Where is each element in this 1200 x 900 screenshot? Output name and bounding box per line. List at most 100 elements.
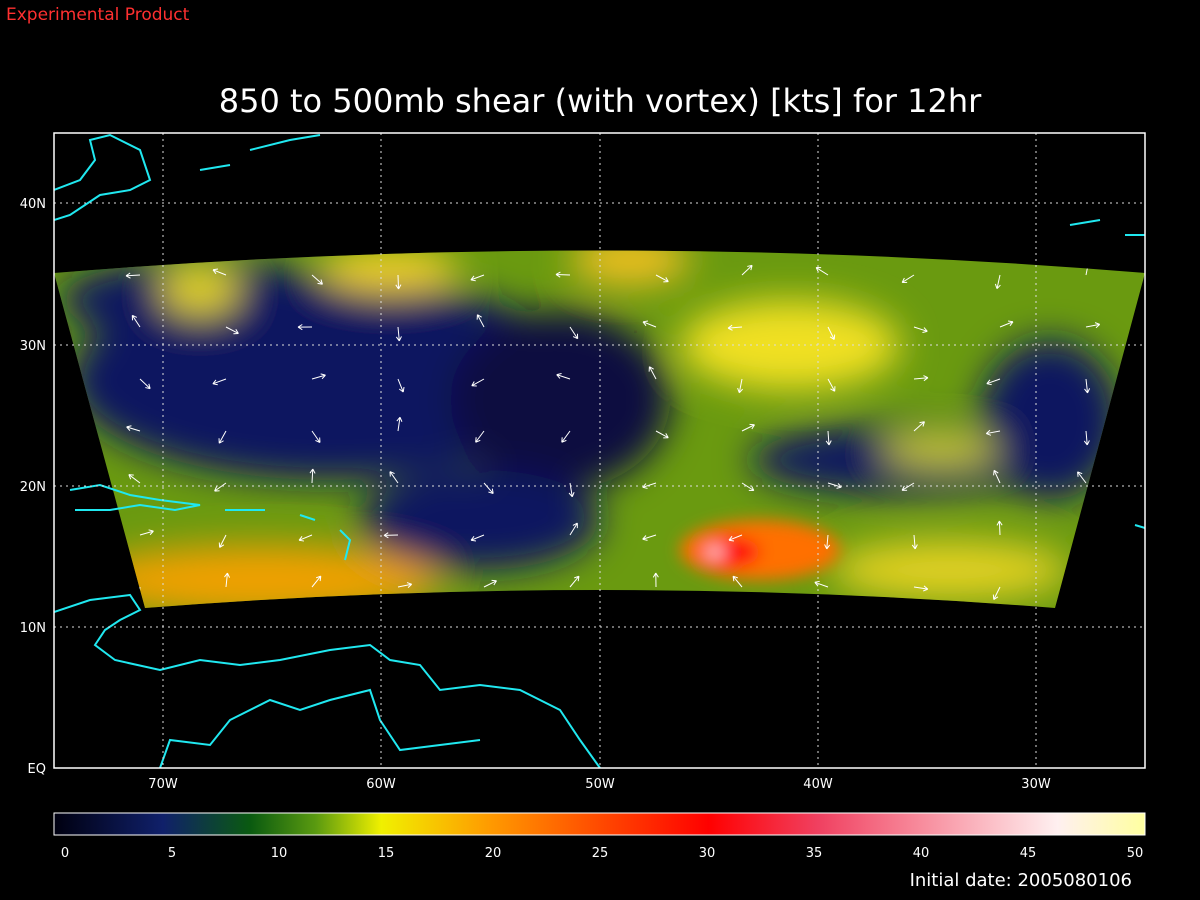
- wind-arrow: [741, 423, 755, 432]
- wind-arrow: [648, 366, 657, 380]
- wind-arrow: [999, 320, 1014, 328]
- wind-arrow: [311, 430, 321, 443]
- lat-label: 20N: [20, 480, 46, 495]
- colorbar-label: 35: [806, 846, 823, 861]
- wind-arrow: [125, 272, 141, 279]
- wind-arrow: [555, 271, 571, 278]
- wind-arrow: [131, 314, 141, 328]
- wind-arrow: [311, 373, 326, 380]
- graticule: [54, 133, 1145, 768]
- wind-arrow: [128, 474, 141, 484]
- wind-arrow: [741, 264, 753, 276]
- colorbar-label: 15: [378, 846, 395, 861]
- wind-arrow: [1085, 322, 1101, 329]
- lon-label: 60W: [366, 777, 396, 792]
- wind-arrow: [471, 378, 485, 387]
- wind-arrow: [483, 482, 494, 495]
- map-title: 850 to 500mb shear (with vortex) [kts] f…: [219, 82, 982, 120]
- shear-field: [54, 250, 1145, 608]
- wind-arrow: [996, 520, 1003, 536]
- map-frame: [53, 132, 1146, 769]
- wind-arrow: [737, 378, 744, 394]
- wind-arrow: [901, 274, 915, 283]
- wind-arrow: [824, 534, 831, 550]
- wind-arrow: [309, 468, 316, 484]
- lat-label: 30N: [20, 339, 46, 354]
- wind-arrow: [814, 580, 829, 588]
- wind-arrow: [827, 326, 836, 340]
- wind-arrow: [992, 586, 1001, 600]
- colorbar-label: 50: [1127, 846, 1144, 861]
- wind-arrow: [1077, 471, 1087, 484]
- wind-arrow: [383, 532, 399, 539]
- colorbar-label: 45: [1020, 846, 1037, 861]
- lat-label: EQ: [28, 762, 46, 777]
- wind-arrow: [913, 585, 929, 592]
- colorbar-label: 30: [699, 846, 716, 861]
- wind-arrow: [728, 534, 743, 542]
- colorbar: [53, 812, 1146, 836]
- lon-label: 30W: [1021, 777, 1051, 792]
- wind-arrow: [642, 534, 657, 541]
- wind-arrow: [993, 469, 1001, 484]
- wind-arrow: [913, 421, 925, 432]
- colorbar-label: 25: [592, 846, 609, 861]
- wind-arrow: [483, 579, 497, 588]
- lon-label: 70W: [148, 777, 178, 792]
- wind-arrow: [311, 274, 323, 285]
- wind-arrow: [569, 575, 580, 588]
- lon-label: 40W: [803, 777, 833, 792]
- wind-arrow: [727, 324, 743, 331]
- wind-arrow: [297, 324, 313, 331]
- wind-arrow: [741, 482, 755, 492]
- colorbar-label: 5: [168, 846, 176, 861]
- wind-arrow: [389, 471, 399, 484]
- lat-label: 10N: [20, 621, 46, 636]
- wind-arrow: [475, 430, 485, 443]
- colorbar-label: 10: [271, 846, 288, 861]
- lat-label: 40N: [20, 197, 46, 212]
- wind-arrow: [139, 529, 154, 536]
- wind-arrow: [476, 314, 485, 328]
- wind-arrow: [218, 430, 227, 444]
- wind-arrow: [642, 482, 657, 489]
- wind-arrow: [225, 326, 239, 335]
- coastlines: [54, 133, 1145, 768]
- wind-arrow: [1085, 534, 1096, 546]
- wind-arrow: [655, 274, 669, 283]
- wind-arrow: [470, 274, 485, 282]
- wind-arrow: [212, 378, 227, 386]
- wind-arrow: [396, 416, 403, 432]
- wind-arrow: [642, 320, 657, 328]
- colorbar-label: 0: [61, 846, 69, 861]
- wind-arrow: [732, 575, 743, 588]
- wind-arrow: [985, 429, 1001, 436]
- wind-arrow: [825, 430, 832, 446]
- wind-arrow: [827, 482, 842, 489]
- wind-arrow: [556, 373, 571, 380]
- wind-arrow: [561, 430, 571, 443]
- wind-arrow: [1083, 430, 1090, 446]
- wind-arrow: [655, 430, 669, 439]
- colorbar-label: 40: [913, 846, 930, 861]
- wind-arrow: [395, 326, 402, 342]
- wind-arrow: [901, 482, 915, 491]
- wind-arrow: [1076, 586, 1087, 599]
- wind-arrow: [397, 582, 413, 588]
- wind-arrow: [827, 378, 836, 392]
- wind-arrow: [986, 378, 1001, 386]
- wind-arrow: [212, 268, 227, 276]
- wind-arrow: [218, 534, 227, 548]
- wind-arrow: [397, 378, 405, 393]
- wind-arrow: [1084, 378, 1091, 394]
- wind-arrow: [911, 534, 918, 550]
- wind-arrow: [126, 425, 141, 432]
- experimental-label: Experimental Product: [6, 5, 190, 25]
- wind-arrow: [214, 482, 227, 492]
- wind-arrow: [311, 575, 322, 588]
- wind-arrow: [139, 378, 151, 390]
- wind-arrow: [569, 522, 578, 536]
- wind-arrow: [913, 326, 928, 333]
- colorbar-label: 20: [485, 846, 502, 861]
